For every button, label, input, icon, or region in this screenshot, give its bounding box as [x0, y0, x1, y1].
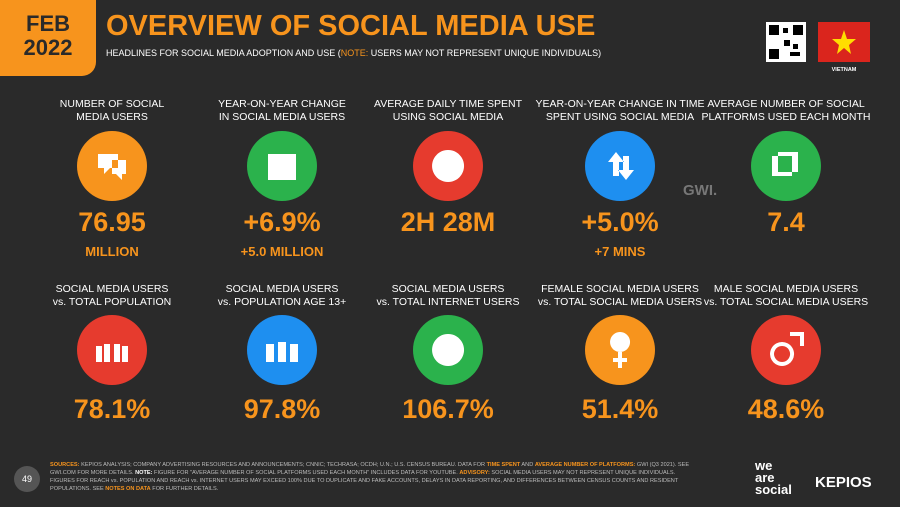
source-part: TIME SPENT [486, 462, 521, 468]
stat-label: SOCIAL MEDIA USERS vs. POPULATION AGE 13+ [197, 283, 367, 309]
stat-label-line: AVERAGE NUMBER OF SOCIAL [707, 98, 865, 110]
stat-value: 97.8% [243, 394, 321, 424]
brand-logo: we are social [755, 458, 792, 497]
stat-label-line: AVERAGE DAILY TIME SPENT [373, 98, 522, 110]
date-badge: FEB 2022 [0, 0, 96, 76]
stat-label: YEAR-ON-YEAR CHANGE IN TIME SPENT USING S… [535, 98, 705, 124]
source-part: AND [520, 462, 535, 468]
stat-sub: +5.0 MILLION [240, 244, 324, 259]
stat-value: 7.4 [767, 207, 805, 237]
stat-value: 106.7% [402, 394, 494, 424]
source-part: FIGURE FOR "AVERAGE NUMBER OF SOCIAL PLA… [152, 470, 460, 476]
stat-label: MALE SOCIAL MEDIA USERS vs. TOTAL SOCIAL … [701, 283, 871, 309]
stat-value: 2H 28M [400, 207, 496, 237]
stat-label-line: vs. TOTAL INTERNET USERS [376, 296, 520, 308]
source-part: GWI (Q3 2021). SEE GWI.COM FOR MORE DETA… [50, 462, 690, 476]
source-part: AVERAGE NUMBER OF PLATFORMS: [534, 462, 636, 468]
stat-icon-glyph [432, 150, 465, 182]
stat-label-line: YEAR-ON-YEAR CHANGE IN TIME [535, 98, 705, 110]
stat-icon-glyph [268, 154, 296, 180]
country: VIETNAM [831, 67, 857, 73]
stat-icon-glyph [432, 334, 465, 366]
source-part: SOCIAL MEDIA USERS MAY NOT REPRESENT UNI… [50, 470, 679, 492]
stat-label-line: IN SOCIAL MEDIA USERS [218, 111, 346, 123]
stat-icon-glyph [96, 344, 128, 362]
brand-logo-2: KEPIOS [815, 474, 872, 491]
watermark: GWI. [683, 182, 718, 199]
stat-label-line: USING SOCIAL MEDIA [392, 111, 504, 123]
sources: SOURCES: KEPIOS ANALYSIS; COMPANY ADVERT… [50, 461, 690, 493]
stat-label-line: vs. POPULATION AGE 13+ [217, 296, 347, 308]
source-part: FOR FURTHER DETAILS. [150, 486, 219, 492]
stat-sub: +7 MINS [594, 244, 646, 259]
source-part: KEPIOS ANALYSIS; COMPANY ADVERTISING RES… [79, 462, 487, 468]
stat-icon-glyph [608, 152, 634, 180]
stat-icon-glyph [772, 152, 798, 176]
stat-icon-glyph [770, 332, 804, 366]
stat-icon [751, 131, 821, 201]
source-part: NOTES ON DATA [105, 486, 151, 492]
brand-line: social [755, 482, 792, 497]
stat-label-line: vs. TOTAL SOCIAL MEDIA USERS [537, 296, 703, 308]
stat-value: +5.0% [581, 207, 659, 237]
stat-label: FEMALE SOCIAL MEDIA USERS vs. TOTAL SOCIA… [535, 283, 705, 309]
stat-label-line: NUMBER OF SOCIAL [59, 98, 165, 110]
stat-label: NUMBER OF SOCIAL MEDIA USERS [27, 98, 197, 124]
stat-icon [751, 315, 821, 385]
stat-value: +6.9% [243, 207, 321, 237]
stat-icon-glyph [610, 332, 631, 368]
stat-label: YEAR-ON-YEAR CHANGE IN SOCIAL MEDIA USERS [197, 98, 367, 124]
stat-value: 48.6% [747, 394, 825, 424]
stat-label-line: SPENT USING SOCIAL MEDIA [545, 111, 695, 123]
stat-label: AVERAGE DAILY TIME SPENT USING SOCIAL MED… [363, 98, 533, 124]
stat-label-line: PLATFORMS USED EACH MONTH [701, 111, 871, 123]
subtitle-part: NOTE: [340, 48, 369, 58]
stat-icon-glyph [98, 154, 126, 180]
stat-label-line: YEAR-ON-YEAR CHANGE [218, 98, 346, 110]
page-number: 49 [14, 466, 40, 492]
subtitle-part: HEADLINES FOR SOCIAL MEDIA ADOPTION AND … [106, 48, 341, 58]
stat-icon-glyph [266, 342, 298, 362]
stat-icon [77, 315, 147, 385]
flag [818, 22, 870, 62]
source-part: NOTE: [135, 470, 153, 476]
qr-code [766, 22, 806, 62]
source-part: SOURCES: [50, 462, 80, 468]
stat-value: 78.1% [73, 394, 151, 424]
stat-label-line: vs. TOTAL POPULATION [52, 296, 172, 308]
stat-label: SOCIAL MEDIA USERS vs. TOTAL POPULATION [27, 283, 197, 309]
stat-label-line: MEDIA USERS [76, 111, 148, 123]
stat-label-line: MALE SOCIAL MEDIA USERS [713, 283, 859, 295]
stat-sub: MILLION [85, 244, 139, 259]
stat-label-line: vs. TOTAL SOCIAL MEDIA USERS [703, 296, 869, 308]
source-part: ADVISORY: [459, 470, 490, 476]
badge-month: FEB [26, 11, 70, 36]
stat-label: SOCIAL MEDIA USERS vs. TOTAL INTERNET USE… [363, 283, 533, 309]
stat-label-line: SOCIAL MEDIA USERS [391, 283, 505, 295]
stat-label-line: SOCIAL MEDIA USERS [225, 283, 339, 295]
subtitle: HEADLINES FOR SOCIAL MEDIA ADOPTION AND … [106, 48, 601, 58]
stat-label-line: FEMALE SOCIAL MEDIA USERS [541, 283, 699, 295]
brand-line: we [755, 458, 773, 473]
stat-value: 76.95 [78, 207, 146, 237]
stat-label: AVERAGE NUMBER OF SOCIAL PLATFORMS USED E… [701, 98, 871, 124]
stat-value: 51.4% [581, 394, 659, 424]
stat-label-line: SOCIAL MEDIA USERS [55, 283, 169, 295]
subtitle-part: USERS MAY NOT REPRESENT UNIQUE INDIVIDUA… [368, 48, 602, 58]
badge-year: 2022 [23, 35, 73, 60]
brand-line: are [755, 470, 775, 485]
stat-icon [585, 131, 655, 201]
title: OVERVIEW OF SOCIAL MEDIA USE [106, 10, 596, 42]
